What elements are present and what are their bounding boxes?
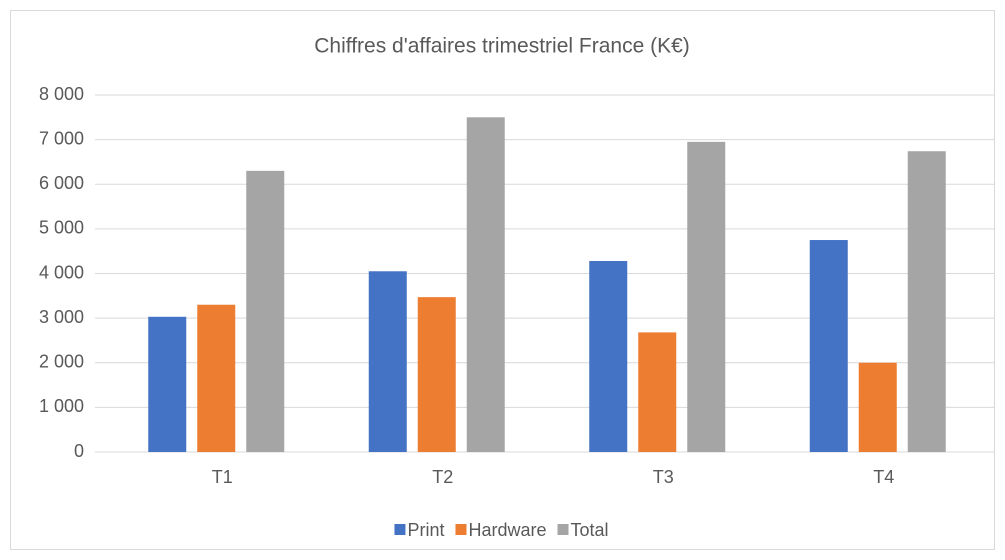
bar: [246, 170, 285, 453]
chart-title: Chiffres d'affaires trimestriel France (…: [314, 35, 690, 58]
y-tick-label: 7 000: [39, 128, 84, 148]
legend-swatch: [394, 524, 406, 535]
bar: [368, 271, 407, 452]
y-tick-label: 3 000: [39, 307, 84, 327]
legend-label: Hardware: [468, 520, 546, 540]
bar: [417, 297, 456, 452]
legend-swatch: [455, 524, 467, 535]
bar: [197, 304, 236, 452]
bar: [809, 240, 848, 452]
x-tick-label: T1: [212, 467, 233, 487]
bar: [466, 117, 505, 452]
y-tick-label: 5 000: [39, 218, 84, 238]
legend-label: Print: [407, 520, 444, 540]
bar: [638, 332, 677, 452]
y-tick-label: 2 000: [39, 352, 84, 372]
x-tick-label: T2: [432, 467, 453, 487]
bar: [589, 261, 628, 452]
bar: [687, 141, 726, 452]
y-tick-label: 6 000: [39, 173, 84, 193]
x-tick-label: T3: [653, 467, 674, 487]
bar: [148, 316, 187, 452]
y-tick-label: 0: [74, 441, 84, 461]
y-tick-label: 8 000: [39, 84, 84, 104]
y-tick-label: 4 000: [39, 262, 84, 282]
x-tick-label: T4: [873, 467, 894, 487]
legend-swatch: [557, 524, 569, 535]
bar: [907, 151, 946, 453]
legend-label: Total: [571, 520, 609, 540]
bar: [858, 362, 897, 452]
y-tick-label: 1 000: [39, 396, 84, 416]
